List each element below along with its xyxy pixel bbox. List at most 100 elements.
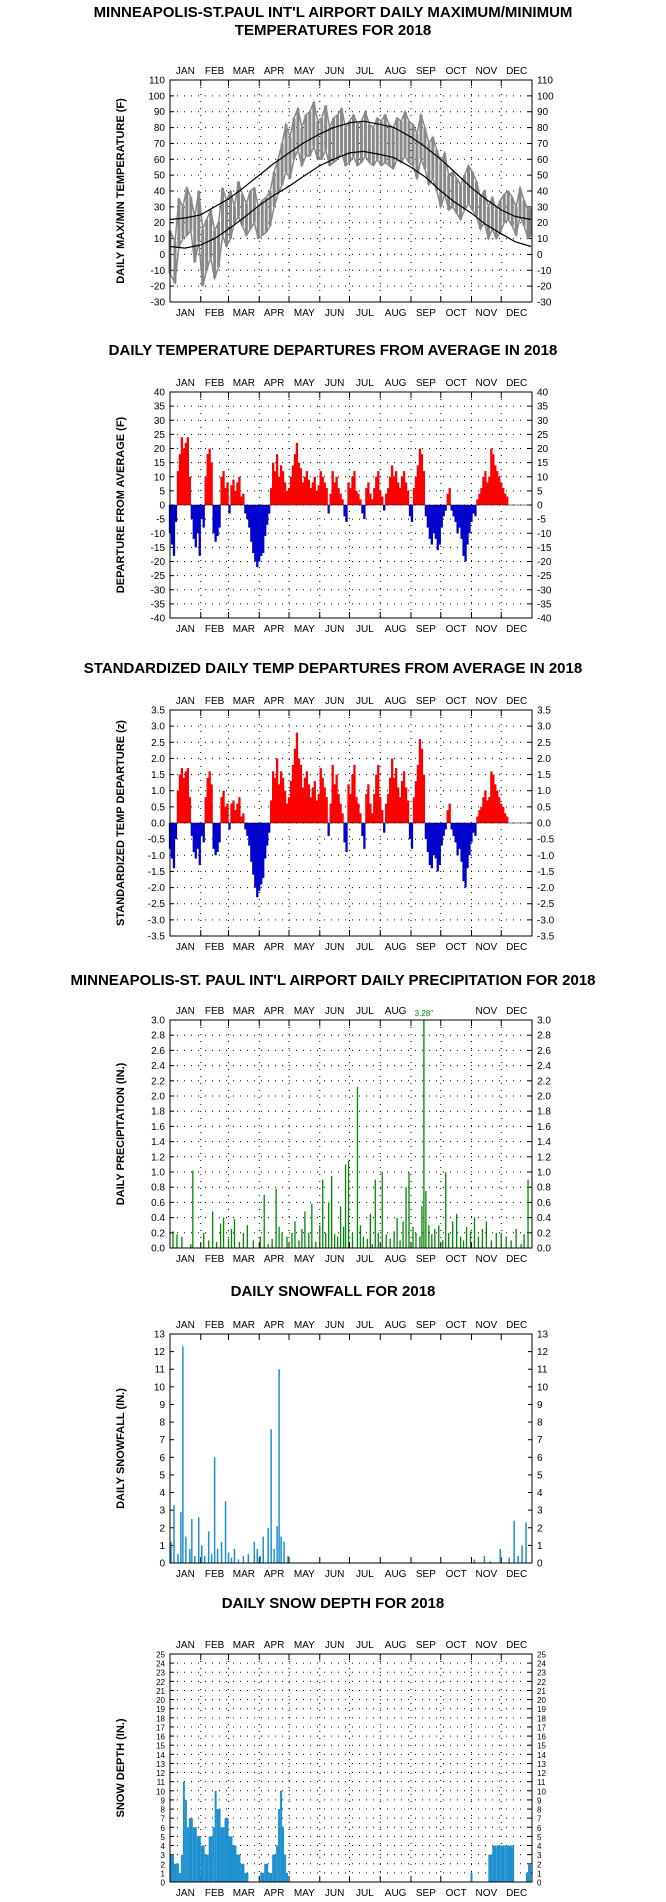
snow-depth-bar xyxy=(176,1863,179,1882)
departure-bar xyxy=(275,454,279,505)
chart6-month-label-top: AUG xyxy=(385,1640,407,1651)
chart3-month-label-top: JUN xyxy=(325,696,344,707)
departure-bar xyxy=(260,505,263,556)
chart2-month-label-top: MAY xyxy=(294,378,315,389)
chart3-ytick-right: 1.5 xyxy=(537,770,551,781)
snow-depth-bar xyxy=(278,1809,281,1882)
departure-bar xyxy=(321,476,324,505)
chart6-ytick-left: 12 xyxy=(156,1769,165,1778)
chart5-ytick-right: 1 xyxy=(537,1541,543,1552)
departure-bar xyxy=(460,823,463,862)
chart6-month-label-top: NOV xyxy=(476,1640,498,1651)
departure-bar xyxy=(436,505,439,551)
snow-depth-bar xyxy=(526,1872,529,1882)
departure-bar xyxy=(198,823,201,865)
departure-bar xyxy=(273,777,277,823)
snow-depth-bar xyxy=(488,1854,493,1882)
departure-bar xyxy=(460,505,463,539)
chart4-month-label-top: MAR xyxy=(233,1006,255,1017)
snow-depth-bar xyxy=(236,1854,241,1882)
departure-bar xyxy=(375,774,378,823)
departure-bar xyxy=(230,803,233,823)
departure-bar xyxy=(226,482,229,505)
departure-bar xyxy=(393,777,396,823)
chart4-ytick-right: 1.2 xyxy=(537,1152,551,1163)
departure-bar xyxy=(440,823,443,846)
departure-bar xyxy=(476,816,479,823)
chart2-ytick-left: -25 xyxy=(151,571,166,582)
departure-bar xyxy=(279,771,283,823)
chart1-month-label-bottom: FEB xyxy=(205,308,225,319)
departure-bar xyxy=(254,505,257,562)
chart3-ytick-right: -2.5 xyxy=(537,899,555,910)
departure-bar xyxy=(361,505,364,514)
departure-bar xyxy=(190,505,193,520)
departure-bar xyxy=(315,490,318,505)
chart4-title: MINNEAPOLIS-ST. PAUL INT'L AIRPORT DAILY… xyxy=(70,972,596,989)
chart6-month-label-top: OCT xyxy=(446,1640,467,1651)
chart5-ytick-left: 6 xyxy=(159,1453,165,1464)
departure-bar xyxy=(268,505,271,514)
departure-bar xyxy=(357,803,360,823)
chart1-month-label-bottom: MAY xyxy=(294,308,315,319)
chart3-month-label-top: MAY xyxy=(294,696,315,707)
departure-bar xyxy=(400,781,404,823)
departure-bar xyxy=(250,505,253,542)
chart5-ytick-right: 5 xyxy=(537,1470,543,1481)
chart6-ytick-right: 23 xyxy=(537,1669,546,1678)
chart4-ytick-left: 2.2 xyxy=(151,1076,165,1087)
chart6-month-label-top: MAY xyxy=(294,1640,315,1651)
chart6-month-label-bottom: MAR xyxy=(233,1888,255,1899)
chart5-ytick-left: 13 xyxy=(154,1330,166,1341)
departure-bar xyxy=(420,748,424,823)
departure-bar xyxy=(236,482,239,505)
departure-bar xyxy=(343,505,346,517)
normal-high-line xyxy=(169,120,532,221)
departure-bar xyxy=(258,823,261,891)
chart5-ytick-right: 8 xyxy=(537,1418,543,1429)
chart2-ytick-right: -25 xyxy=(537,571,552,582)
snow-depth-bar xyxy=(208,1836,213,1882)
departure-bar xyxy=(174,823,178,840)
chart6-month-label-bottom: APR xyxy=(264,1888,285,1899)
chart5-month-label-top: JAN xyxy=(176,1320,195,1331)
departure-bar xyxy=(484,790,487,823)
chart2-ytick-left: -40 xyxy=(151,614,166,625)
chart6-ytick-right: 25 xyxy=(537,1651,546,1660)
chart3-month-label-bottom: APR xyxy=(264,942,285,953)
departure-bar xyxy=(186,437,189,505)
snow-depth-bar xyxy=(186,1827,189,1882)
chart3-ytick-right: 2.0 xyxy=(537,754,551,765)
chart4-ytick-right: 0.8 xyxy=(537,1183,551,1194)
departure-bar xyxy=(305,771,309,823)
chart6-month-label-bottom: MAY xyxy=(294,1888,315,1899)
departure-bar xyxy=(458,505,461,528)
departure-bar xyxy=(504,493,507,505)
departure-bar xyxy=(208,448,211,505)
chart5-ytick-left: 7 xyxy=(159,1435,165,1446)
snow-depth-bar xyxy=(220,1827,225,1882)
chart2-month-label-top: APR xyxy=(264,378,285,389)
chart2-ytick-left: -5 xyxy=(156,515,165,526)
chart6-ytick-right: 17 xyxy=(537,1723,546,1732)
departure-bar xyxy=(287,797,291,823)
chart5-ytick-left: 12 xyxy=(154,1347,166,1358)
chart5-ytick-right: 11 xyxy=(537,1365,548,1376)
snow-depth-bar xyxy=(182,1781,185,1882)
departure-bar xyxy=(214,823,217,856)
departure-bar xyxy=(176,790,180,823)
chart2-month-label-top: JUL xyxy=(356,378,374,389)
departure-bar xyxy=(270,800,273,823)
chart2-month-label-bottom: DEC xyxy=(506,624,527,635)
chart4-month-label-bottom: MAR xyxy=(233,1254,255,1265)
chart3-month-label-bottom: JAN xyxy=(176,942,195,953)
departure-bar xyxy=(238,476,241,505)
departure-bar xyxy=(343,823,346,843)
chart3-ytick-right: -1.0 xyxy=(537,851,555,862)
departure-bar xyxy=(426,505,430,528)
chart4-ytick-left: 0.0 xyxy=(151,1244,165,1255)
departure-bar xyxy=(406,490,410,505)
chart2-frame xyxy=(169,391,533,619)
departure-bar xyxy=(398,797,402,823)
chart6-ytick-left: 8 xyxy=(161,1806,166,1815)
